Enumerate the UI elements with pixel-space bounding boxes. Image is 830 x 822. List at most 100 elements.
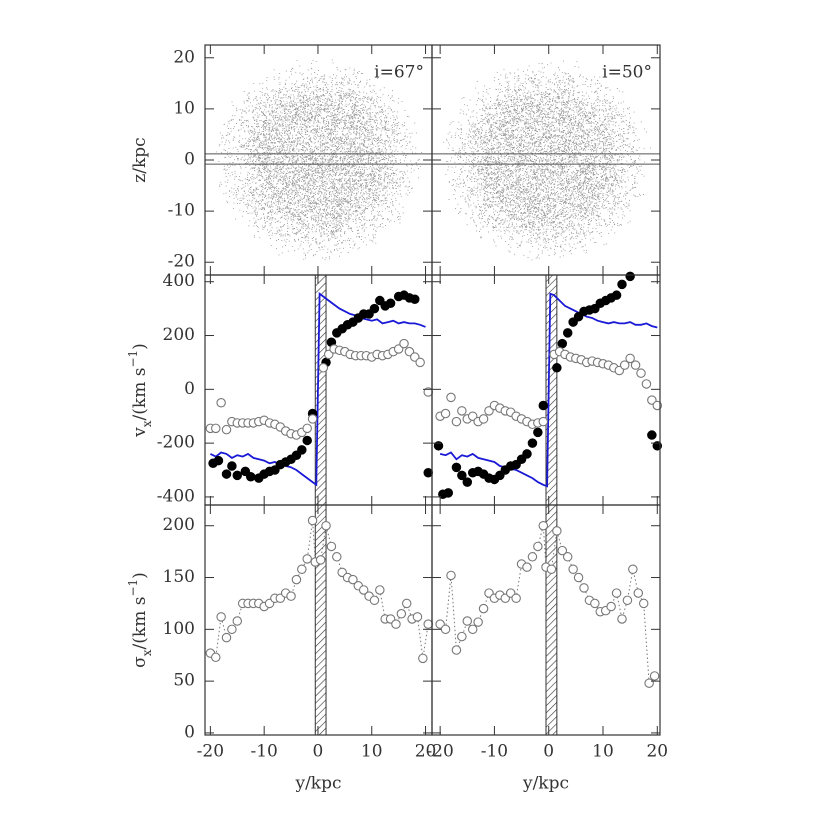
open-point — [440, 624, 451, 635]
filled-point — [221, 469, 232, 479]
filled-point — [297, 445, 307, 455]
y-tick-label: 0 — [184, 379, 195, 399]
open-point — [617, 614, 627, 624]
open-point — [332, 552, 342, 562]
y-tick-label: 200 — [163, 325, 195, 345]
filled-point — [443, 488, 454, 498]
open-point — [391, 619, 401, 629]
filled-point — [213, 455, 224, 466]
open-point — [590, 598, 600, 609]
open-point — [451, 645, 462, 655]
open-point — [221, 424, 232, 435]
y-axis-label-part: /(km s — [130, 597, 150, 650]
x-tick-label: 20 — [415, 742, 437, 762]
filled-point — [625, 271, 635, 282]
y-axis-label-part: x — [140, 649, 154, 656]
open-point — [375, 585, 385, 595]
open-point — [619, 360, 630, 370]
filled-point — [527, 438, 538, 448]
x-tick-label: 0 — [543, 742, 554, 762]
open-point — [302, 554, 312, 564]
x-tick-label: 20 — [646, 742, 668, 762]
filled-point — [611, 290, 622, 300]
y-tick-label: -200 — [157, 433, 195, 453]
open-point — [622, 595, 633, 606]
y-axis-label: σx/(km s−1) — [126, 572, 154, 668]
open-point — [401, 598, 412, 609]
open-point — [527, 552, 538, 562]
x-tick-label: -10 — [250, 742, 277, 762]
open-point — [302, 423, 312, 434]
open-point — [446, 570, 456, 581]
filled-point — [433, 441, 444, 451]
open-point — [546, 564, 557, 574]
open-point — [649, 671, 660, 681]
panel: i=67° -20 -10 0 10 20 z/kpc — [130, 44, 433, 276]
y-tick-label: 0 — [184, 722, 195, 742]
open-point — [562, 552, 573, 562]
open-point — [511, 593, 521, 603]
open-point — [291, 574, 302, 585]
open-point — [579, 583, 589, 593]
open-point — [396, 609, 407, 619]
panel: 0 50 100 150 200 -20 -10 0 10 20 σx/(km s−1) y/kpc — [126, 504, 437, 794]
y-axis-label-part: v — [130, 427, 150, 438]
open-point — [307, 414, 318, 424]
series-line — [439, 525, 655, 685]
open-point — [326, 541, 337, 552]
filled-point — [652, 441, 663, 451]
open-point — [457, 631, 467, 642]
open-point — [652, 400, 663, 411]
open-point — [369, 595, 380, 606]
filled-point — [457, 470, 467, 481]
panel: -20 -10 0 10 20 y/kpc — [426, 504, 668, 794]
filled-point — [617, 279, 627, 290]
open-point — [478, 603, 489, 614]
open-point — [457, 406, 467, 416]
open-point — [638, 598, 649, 609]
filled-point — [552, 363, 562, 373]
open-point — [473, 617, 483, 627]
open-point — [625, 353, 635, 364]
open-point — [462, 616, 473, 626]
open-point — [628, 564, 638, 574]
y-tick-label: 0 — [184, 150, 195, 170]
masked-region — [545, 504, 558, 736]
x-tick-label: -20 — [426, 742, 453, 762]
y-tick-label: 200 — [163, 515, 195, 535]
open-point — [232, 616, 243, 626]
open-point — [644, 678, 654, 688]
open-point — [557, 545, 568, 556]
open-point — [423, 619, 433, 629]
series-line — [439, 292, 658, 488]
particle-cloud — [443, 60, 651, 261]
open-point — [538, 520, 549, 531]
filled-point — [451, 462, 462, 473]
open-point — [227, 624, 237, 635]
y-axis-label-part: −1 — [126, 350, 140, 368]
y-tick-label: 10 — [173, 98, 195, 118]
open-point — [415, 357, 425, 368]
filled-point — [385, 298, 396, 308]
filled-point — [227, 461, 237, 471]
y-axis-label-part: ) — [130, 343, 150, 350]
x-axis-label: y/kpc — [294, 774, 341, 794]
filled-point — [647, 430, 657, 440]
x-tick-label: -10 — [481, 742, 508, 762]
open-point — [636, 368, 646, 378]
open-point — [538, 416, 549, 427]
open-point — [297, 564, 307, 574]
filled-point — [232, 470, 243, 481]
open-point — [418, 653, 428, 664]
open-point — [321, 520, 331, 531]
filled-point — [533, 427, 543, 438]
annotation: i=50° — [602, 63, 652, 83]
annotation: i=67° — [374, 63, 424, 83]
y-tick-label: 100 — [163, 619, 195, 639]
y-axis-label: vx/(km s−1) — [126, 343, 154, 438]
filled-point — [410, 294, 420, 304]
masked-region — [314, 504, 327, 736]
open-point — [573, 572, 584, 583]
